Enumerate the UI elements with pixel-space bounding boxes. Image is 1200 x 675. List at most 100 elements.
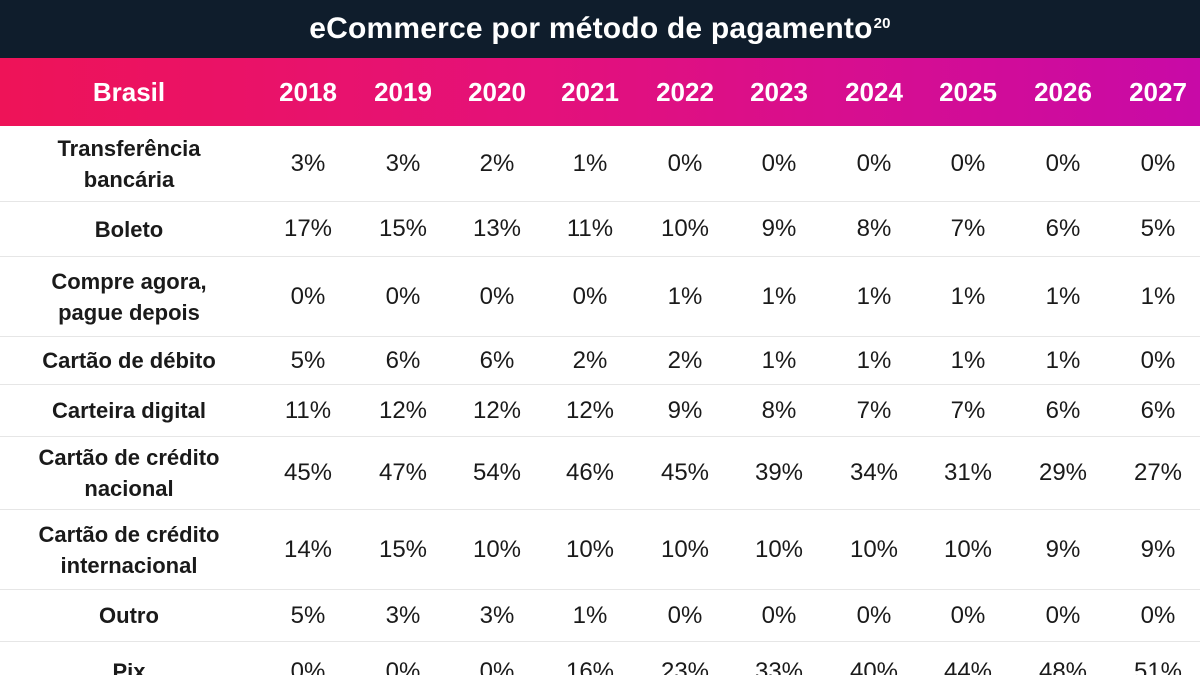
header-year-2024: 2024 [845, 76, 903, 107]
header-year-2023: 2023 [750, 76, 808, 107]
table-cell: 15% [378, 215, 428, 242]
table-cell: 3% [385, 601, 421, 629]
header-year-2020: 2020 [468, 76, 526, 107]
table-cell: 7% [856, 396, 892, 424]
table-cell: 0% [479, 657, 515, 675]
table-cell: 3% [290, 149, 326, 177]
row-label: Pix [112, 659, 146, 675]
header-year-2022: 2022 [656, 76, 714, 107]
table-cell: 54% [472, 459, 522, 486]
row-label: Transferência bancária [57, 135, 201, 192]
table-cell: 2% [572, 346, 608, 374]
table-cell: 14% [283, 535, 333, 563]
table-cell: 0% [290, 657, 326, 675]
header-country: Brasil [92, 76, 166, 107]
header-year-2021: 2021 [561, 76, 619, 107]
table-cell: 45% [660, 459, 710, 486]
table-cell: 39% [754, 459, 804, 486]
table-cell: 48% [1038, 657, 1088, 675]
table-cell: 0% [667, 149, 703, 177]
table-cell: 33% [754, 657, 804, 675]
table-cell: 11% [284, 396, 332, 424]
table-header-row: Brasil 2018 2019 2020 2021 2022 2023 2024 2025 2… [0, 58, 1200, 126]
table-cell: 8% [856, 215, 892, 242]
table-row: Cartão de débito 5% 6% 6% 2% 2% 1% 1% 1% 1% 0% [0, 337, 1200, 385]
table-row: Outro 5% 3% 3% 1% 0% 0% 0% 0% 0% 0% [0, 590, 1200, 642]
table-cell: 3% [479, 601, 515, 629]
table-cell: 0% [1045, 601, 1081, 629]
table-cell: 0% [385, 282, 421, 310]
table-cell: 6% [385, 346, 421, 374]
table-cell: 1% [856, 282, 892, 310]
table-cell: 5% [1140, 215, 1176, 242]
table-cell: 0% [761, 601, 797, 629]
table-cell: 12% [378, 396, 428, 424]
table-row: Boleto 17% 15% 13% 11% 10% 9% 8% 7% 6% 5% [0, 202, 1200, 257]
table-cell: 8% [761, 396, 797, 424]
table-cell: 3% [385, 149, 421, 177]
table-cell: 10% [943, 535, 993, 563]
table-cell: 1% [667, 282, 703, 310]
table-cell: 9% [667, 396, 703, 424]
header-year-2027: 2027 [1129, 76, 1187, 107]
table-cell: 5% [290, 346, 326, 374]
table-cell: 34% [849, 459, 899, 486]
table-row: Transferência bancária 3% 3% 2% 1% 0% 0% 0% 0% 0%… [0, 126, 1200, 202]
table-cell: 6% [1140, 396, 1176, 424]
table-cell: 31% [943, 459, 993, 486]
table-cell: 12% [472, 396, 522, 424]
table-cell: 0% [1140, 149, 1176, 177]
row-label: Compre agora, pague depois [51, 268, 207, 325]
table-cell: 1% [572, 601, 608, 629]
table-cell: 17% [283, 215, 333, 242]
table-cell: 45% [283, 459, 333, 486]
table-cell: 7% [950, 396, 986, 424]
header-year-2026: 2026 [1034, 76, 1092, 107]
table-cell: 1% [1045, 282, 1081, 310]
row-label: Outro [99, 603, 159, 628]
table-cell: 0% [1140, 601, 1176, 629]
table-cell: 1% [761, 282, 797, 310]
table-cell: 47% [378, 459, 428, 486]
table-cell: 1% [950, 346, 986, 374]
table-cell: 0% [479, 282, 515, 310]
table-cell: 46% [565, 459, 615, 486]
table-cell: 0% [290, 282, 326, 310]
table-row: Cartão de crédito nacional 45% 47% 54% 46% 45… [0, 437, 1200, 510]
table-cell: 0% [667, 601, 703, 629]
table-row: Carteira digital 11% 12% 12% 12% 9% 8% 7% 7% 6% 6% [0, 385, 1200, 437]
table-cell: 9% [761, 215, 797, 242]
table-cell: 1% [1045, 346, 1081, 374]
table-cell: 1% [856, 346, 892, 374]
table-cell: 0% [856, 149, 892, 177]
header-year-2018: 2018 [279, 76, 337, 107]
table-cell: 0% [1140, 346, 1176, 374]
table-cell: 40% [849, 657, 899, 675]
row-label: Boleto [94, 216, 164, 242]
table-cell: 6% [1045, 215, 1081, 242]
page-title: eCommerce por método de pagamento [309, 12, 873, 45]
table-row: Pix 0% 0% 0% 16% 23% 33% 40% 44% 48% 51% [0, 642, 1200, 675]
table-cell: 6% [1045, 396, 1081, 424]
table-cell: 10% [472, 535, 522, 563]
row-label: Carteira digital [51, 398, 207, 423]
table-cell: 1% [572, 149, 608, 177]
table-cell: 9% [1140, 535, 1176, 563]
table-cell: 9% [1045, 535, 1081, 563]
table-cell: 10% [754, 535, 804, 563]
table-cell: 1% [1140, 282, 1176, 310]
table-body: Transferência bancária 3% 3% 2% 1% 0% 0% 0% 0% 0%… [0, 126, 1200, 675]
table-row: Cartão de crédito internacional 14% 15% 10%… [0, 510, 1200, 590]
table-cell: 11% [566, 215, 614, 242]
table-cell: 0% [856, 601, 892, 629]
table-cell: 2% [479, 149, 515, 177]
table-cell: 0% [950, 149, 986, 177]
header-year-2025: 2025 [939, 76, 997, 107]
table-cell: 5% [290, 601, 326, 629]
table-cell: 29% [1038, 459, 1088, 486]
table-cell: 10% [849, 535, 899, 563]
table-cell: 51% [1133, 657, 1183, 675]
row-label: Cartão de débito [42, 348, 216, 373]
table-cell: 12% [565, 396, 615, 424]
